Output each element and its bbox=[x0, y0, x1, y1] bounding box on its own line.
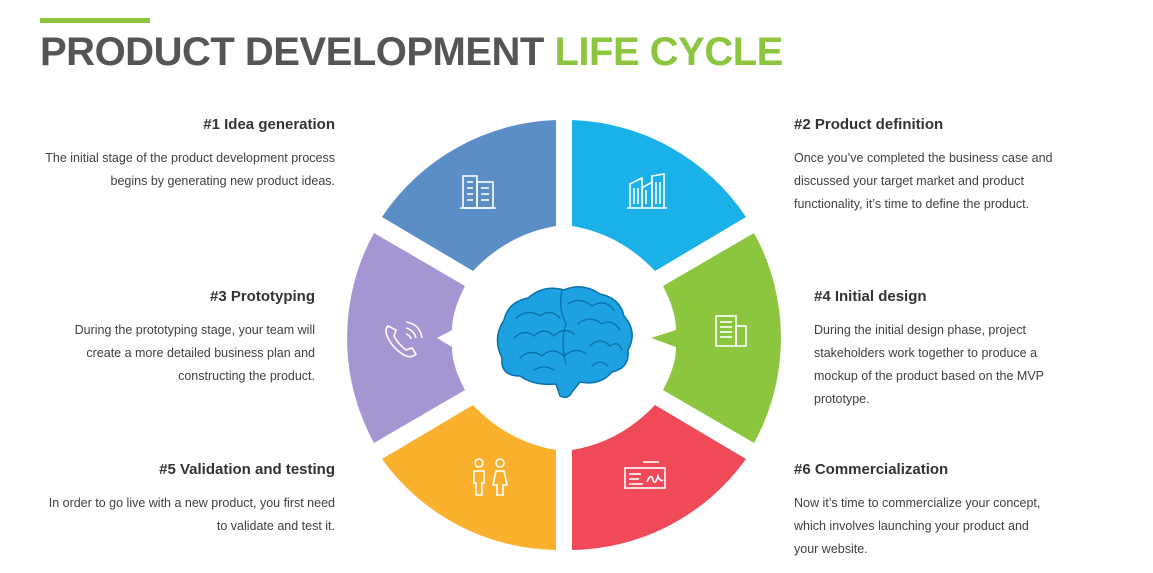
step-description: During the initial design phase, project… bbox=[814, 323, 1044, 406]
step-product-definition: #2 Product definition Once you’ve comple… bbox=[794, 116, 1074, 216]
title-accent-bar bbox=[40, 18, 150, 23]
step-description: Once you’ve completed the business case … bbox=[794, 151, 1053, 211]
step-heading: #4 Initial design bbox=[814, 288, 927, 305]
city-buildings-icon bbox=[627, 173, 667, 209]
step-commercialization: #6 Commercialization Now it’s time to co… bbox=[794, 461, 1054, 561]
step-initial-design: #4 Initial design During the initial des… bbox=[814, 288, 1074, 411]
segment-prototyping bbox=[347, 233, 465, 443]
document-icon bbox=[715, 315, 747, 347]
life-cycle-wheel bbox=[347, 120, 781, 550]
step-heading: #6 Commercialization bbox=[794, 461, 949, 478]
step-description: Now it’s time to commercialize your conc… bbox=[794, 496, 1041, 556]
step-idea-generation: #1 Idea generation The initial stage of … bbox=[40, 116, 335, 193]
brain-icon bbox=[496, 286, 633, 399]
step-description: In order to go live with a new product, … bbox=[48, 496, 335, 533]
step-heading: #5 Validation and testing bbox=[159, 461, 335, 478]
step-prototyping: #3 Prototyping During the prototyping st… bbox=[40, 288, 315, 388]
check-signature-icon bbox=[624, 461, 666, 489]
phone-icon bbox=[385, 321, 423, 358]
title-highlight: LIFE CYCLE bbox=[554, 30, 783, 74]
segment-product-definition bbox=[572, 120, 746, 271]
segment-idea-generation bbox=[382, 120, 556, 271]
step-description: During the prototyping stage, your team … bbox=[74, 323, 315, 383]
step-heading: #3 Prototyping bbox=[209, 288, 315, 305]
step-heading: #1 Idea generation bbox=[203, 116, 335, 133]
page-title: PRODUCT DEVELOPMENT LIFE CYCLE bbox=[40, 30, 783, 75]
step-validation-testing: #5 Validation and testing In order to go… bbox=[40, 461, 335, 538]
segment-validation-testing bbox=[382, 405, 556, 550]
title-main: PRODUCT DEVELOPMENT bbox=[40, 30, 555, 74]
step-description: The initial stage of the product develop… bbox=[45, 151, 335, 188]
office-building-icon bbox=[460, 175, 496, 209]
step-heading: #2 Product definition bbox=[794, 116, 944, 133]
people-icon bbox=[473, 458, 508, 496]
